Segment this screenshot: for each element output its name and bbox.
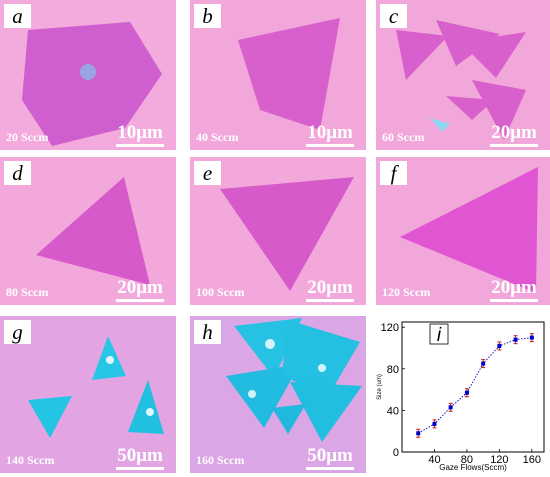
scale-bar-a: 10μm: [116, 123, 164, 147]
data-point: [497, 343, 502, 348]
micrograph-d: [0, 157, 176, 305]
data-point: [513, 337, 518, 342]
y-tick-label: 80: [387, 364, 399, 376]
data-point: [416, 431, 421, 436]
scale-bar-e: 20μm: [306, 278, 354, 302]
data-point: [481, 361, 486, 366]
scale-bar-g: 50μm: [116, 446, 164, 470]
scale-bar-b: 10μm: [306, 123, 354, 147]
panel-h: h 160 Sccm 50μm: [190, 316, 366, 473]
x-tick-label: 80: [461, 454, 473, 466]
x-axis-label: Gaze Flows(Sccm): [439, 463, 507, 472]
flow-label-e: 100 Sccm: [196, 285, 245, 299]
panel-f: f 120 Sccm 20μm: [376, 157, 550, 305]
panel-label-a: a: [4, 4, 31, 28]
flow-label-b: 40 Sccm: [196, 130, 239, 144]
y-tick-label: 40: [387, 405, 399, 417]
micrograph-f: [376, 157, 550, 305]
flow-label-h: 160 Sccm: [196, 453, 245, 467]
panel-c: c 60 Sccm 20μm: [376, 0, 550, 150]
panel-i-chart: i Size (um) Gaze Flows(Sccm) 0 40 80 120 40 8…: [375, 316, 550, 473]
chart-letter-box: [429, 323, 449, 345]
data-point: [464, 390, 469, 395]
y-tick-label: 120: [381, 322, 399, 334]
data-point: [448, 405, 453, 410]
panel-label-e: e: [194, 161, 221, 185]
panel-label-g: g: [4, 320, 31, 344]
micrograph-h: [190, 316, 366, 473]
scale-bar-d: 20μm: [116, 278, 164, 302]
panel-label-h: h: [194, 320, 221, 344]
panel-label-d: d: [4, 161, 31, 185]
data-point: [529, 335, 534, 340]
flow-label-a: 20 Sccm: [6, 130, 49, 144]
flow-label-d: 80 Sccm: [6, 285, 49, 299]
scale-bar-h: 50μm: [306, 446, 354, 470]
flow-label-f: 120 Sccm: [382, 285, 431, 299]
panel-label-b: b: [194, 4, 221, 28]
panel-a: a 20 Sccm 10μm: [0, 0, 176, 150]
panel-d: d 80 Sccm 20μm: [0, 157, 176, 305]
x-tick-label: 160: [523, 454, 541, 466]
y-tick-label: 0: [393, 447, 399, 459]
flow-label-c: 60 Sccm: [382, 130, 425, 144]
scale-bar-f: 20μm: [490, 278, 538, 302]
panel-label-c: c: [380, 4, 407, 28]
x-tick-label: 40: [428, 454, 440, 466]
micrograph-a: [0, 0, 176, 150]
panel-b: b 40 Sccm 10μm: [190, 0, 366, 150]
series-line: [418, 337, 532, 434]
panel-e: e 100 Sccm 20μm: [190, 157, 366, 305]
scale-bar-c: 20μm: [490, 123, 538, 147]
flow-label-g: 140 Sccm: [6, 453, 55, 467]
panel-g: g 140 Sccm 50μm: [0, 316, 176, 473]
y-axis-label: Size (um): [377, 374, 383, 400]
plot-frame: [401, 321, 545, 453]
panel-label-f: f: [380, 161, 407, 185]
chart-marks: 0 40 80 120 40 80 120 160: [381, 322, 541, 466]
size-vs-flow-chart: i Size (um) Gaze Flows(Sccm) 0 40 80 120 40 8…: [377, 321, 545, 472]
chart-letter: i: [437, 325, 442, 346]
x-tick-label: 120: [490, 454, 508, 466]
data-point: [432, 421, 437, 426]
